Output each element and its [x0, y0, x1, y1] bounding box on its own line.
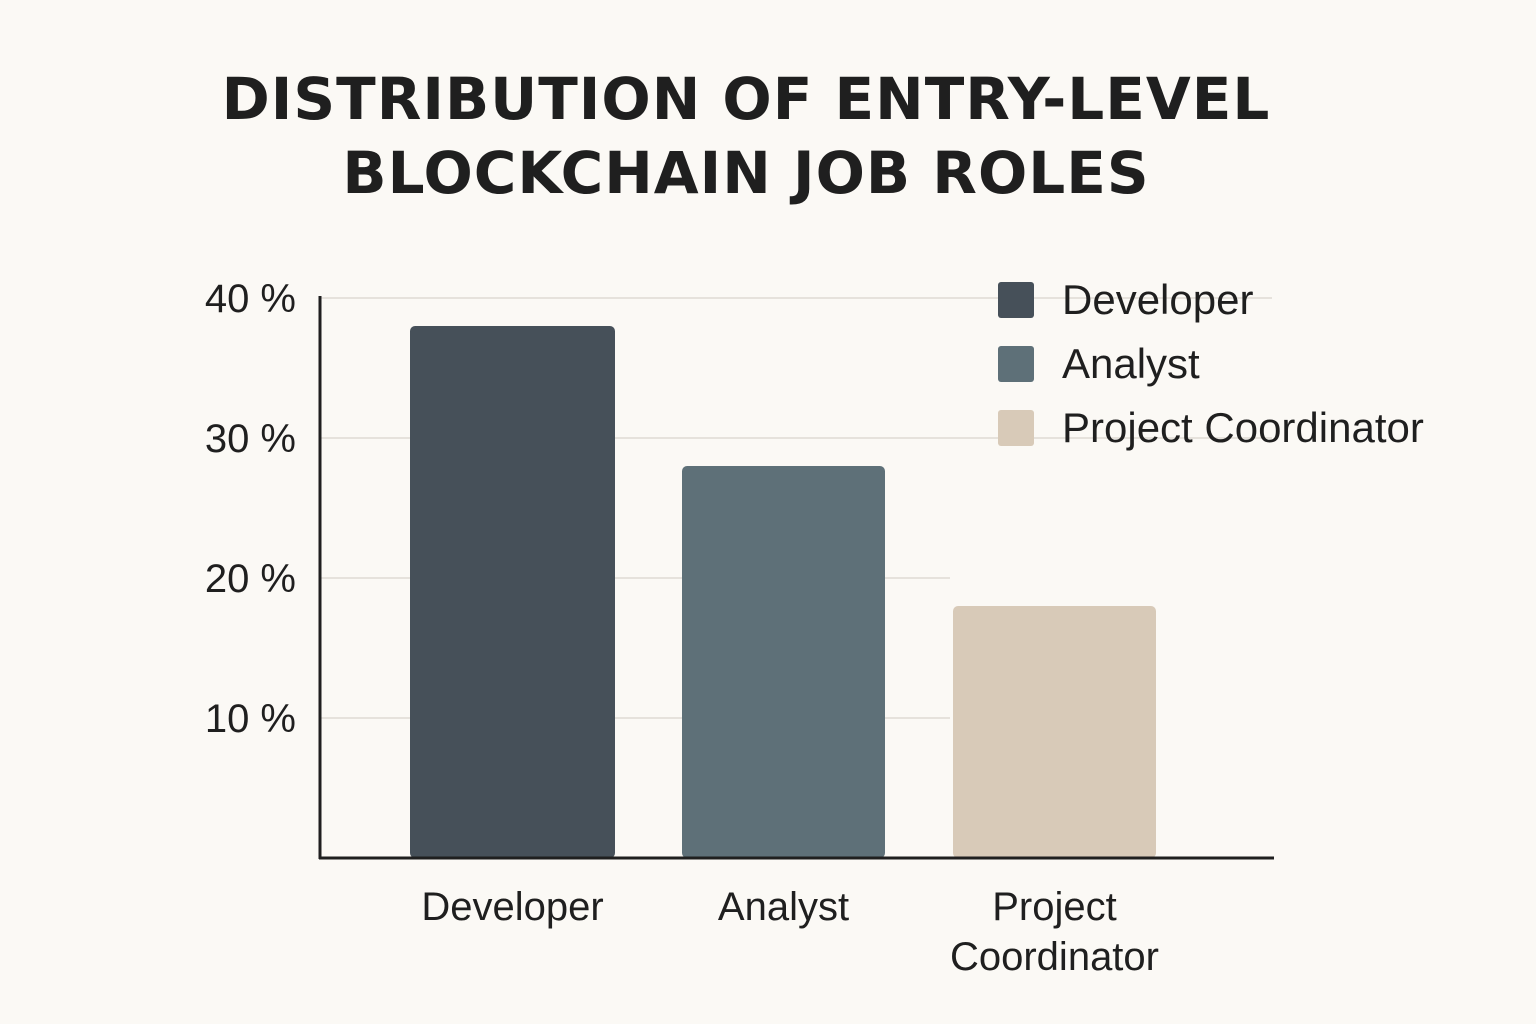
chart-title: DISTRIBUTION OF ENTRY-LEVEL BLOCKCHAIN J… [0, 62, 1492, 210]
y-tick-label-10: 10 % [205, 697, 296, 741]
y-tick-label-20: 20 % [205, 557, 296, 601]
legend-item-analyst: Analyst [998, 332, 1424, 396]
legend-item-developer: Developer [998, 268, 1424, 332]
bars [410, 326, 1156, 858]
bar-analyst [682, 466, 885, 858]
legend: Developer Analyst Project Coordinator [998, 268, 1424, 460]
legend-swatch-developer [998, 282, 1034, 318]
legend-label-project-coordinator: Project Coordinator [1062, 404, 1424, 451]
bar-project-coordinator [953, 606, 1156, 858]
axes [318, 296, 1274, 860]
x-category-label-project-coordinator-line-2: Coordinator [950, 935, 1159, 979]
y-tick-labels: 10 % 20 % 30 % 40 % [205, 277, 296, 741]
chart-title-line-2: BLOCKCHAIN JOB ROLES [342, 139, 1150, 207]
x-category-label-analyst: Analyst [718, 885, 849, 929]
legend-swatch-project-coordinator [998, 410, 1034, 446]
x-category-label-project-coordinator-line-1: Project [992, 885, 1117, 929]
y-tick-label-30: 30 % [205, 417, 296, 461]
y-tick-label-40: 40 % [205, 277, 296, 321]
x-category-label-developer: Developer [421, 885, 603, 929]
legend-swatch-analyst [998, 346, 1034, 382]
x-category-labels: Developer Analyst Project Coordinator [421, 885, 1159, 979]
bar-developer [410, 326, 615, 858]
chart-title-line-1: DISTRIBUTION OF ENTRY-LEVEL [221, 65, 1271, 133]
legend-label-developer: Developer [1062, 276, 1254, 323]
legend-item-project-coordinator: Project Coordinator [998, 396, 1424, 460]
legend-label-analyst: Analyst [1062, 340, 1200, 387]
